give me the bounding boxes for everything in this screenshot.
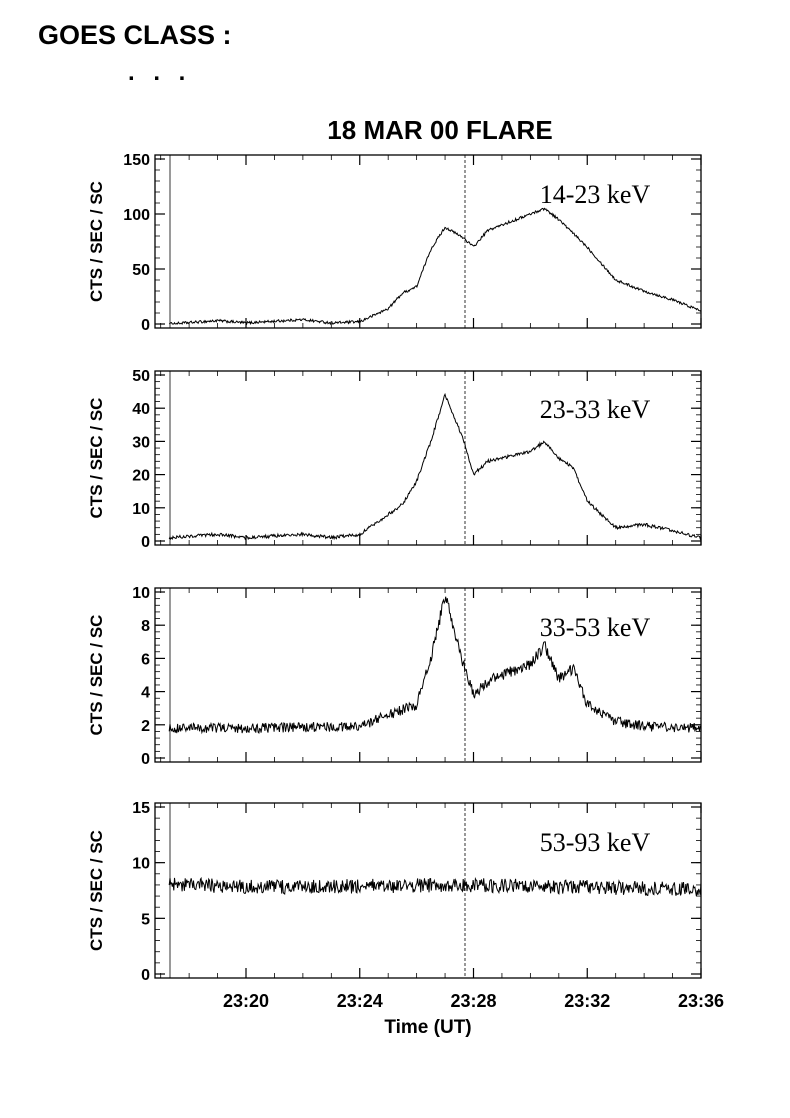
- energy-band-label: 23-33 keV: [540, 395, 651, 424]
- y-axis-label: CTS / SEC / SC: [87, 615, 106, 736]
- panel-2: 0 10 20 30 40 50 23-33 keV CTS / SEC / SC: [87, 368, 702, 551]
- y-axis-label: CTS / SEC / SC: [87, 830, 106, 951]
- series-line: [168, 876, 702, 897]
- y-tick-label: 4: [141, 685, 150, 702]
- y-tick-label: 0: [141, 534, 150, 551]
- panel-3: 0 2 4 6 8 10 33-53 keV CTS / SEC / SC: [87, 585, 702, 768]
- y-tick-label: 2: [141, 718, 150, 735]
- energy-band-label: 53-93 keV: [540, 828, 651, 857]
- y-tick-label: 6: [141, 651, 150, 668]
- y-tick-label: 20: [132, 468, 150, 485]
- goes-class-label: GOES CLASS :: [38, 20, 232, 50]
- y-tick-label: 0: [141, 967, 150, 984]
- y-tick-label: 0: [141, 751, 150, 768]
- plot-frame: [154, 587, 702, 763]
- x-tick-labels: 23:20 23:24 23:28 23:32 23:36: [223, 991, 724, 1011]
- x-tick-label: 23:32: [564, 991, 610, 1011]
- y-tick-label: 50: [132, 368, 150, 385]
- plot-frame: [154, 154, 702, 329]
- y-tick-label: 40: [132, 401, 150, 418]
- y-tick-label: 10: [132, 585, 150, 602]
- x-tick-label: 23:36: [678, 991, 724, 1011]
- series-line: [168, 596, 701, 735]
- plot-frame: [154, 370, 702, 546]
- y-tick-label: 100: [123, 207, 150, 224]
- x-axis-label: Time (UT): [384, 1017, 471, 1038]
- y-tick-label: 30: [132, 434, 150, 451]
- y-tick-label: 150: [123, 152, 150, 169]
- series-line: [168, 207, 702, 326]
- y-tick-label: 0: [141, 317, 150, 334]
- y-tick-label: 10: [132, 501, 150, 518]
- y-tick-label: 8: [141, 618, 150, 635]
- energy-band-label: 33-53 keV: [540, 613, 651, 642]
- panel-1: 0 50 100 150 14-23 keV CTS / SEC / SC: [87, 152, 702, 334]
- y-tick-label: 15: [132, 800, 150, 817]
- y-axis-label: CTS / SEC / SC: [87, 398, 106, 519]
- y-tick-label: 5: [141, 911, 150, 928]
- y-axis-label: CTS / SEC / SC: [87, 181, 106, 302]
- x-tick-label: 23:20: [223, 991, 269, 1011]
- x-tick-label: 23:24: [337, 991, 383, 1011]
- figure-title: 18 MAR 00 FLARE: [327, 115, 552, 145]
- x-tick-label: 23:28: [450, 991, 496, 1011]
- plot-frame: [154, 802, 702, 979]
- panel-4: 0 5 10 15 53-93 keV CTS / SEC / SC: [87, 800, 702, 984]
- series-line: [168, 392, 702, 541]
- y-tick-label: 10: [132, 856, 150, 873]
- energy-band-label: 14-23 keV: [540, 180, 651, 209]
- goes-class-value: . . .: [128, 59, 191, 86]
- y-tick-label: 50: [132, 262, 150, 279]
